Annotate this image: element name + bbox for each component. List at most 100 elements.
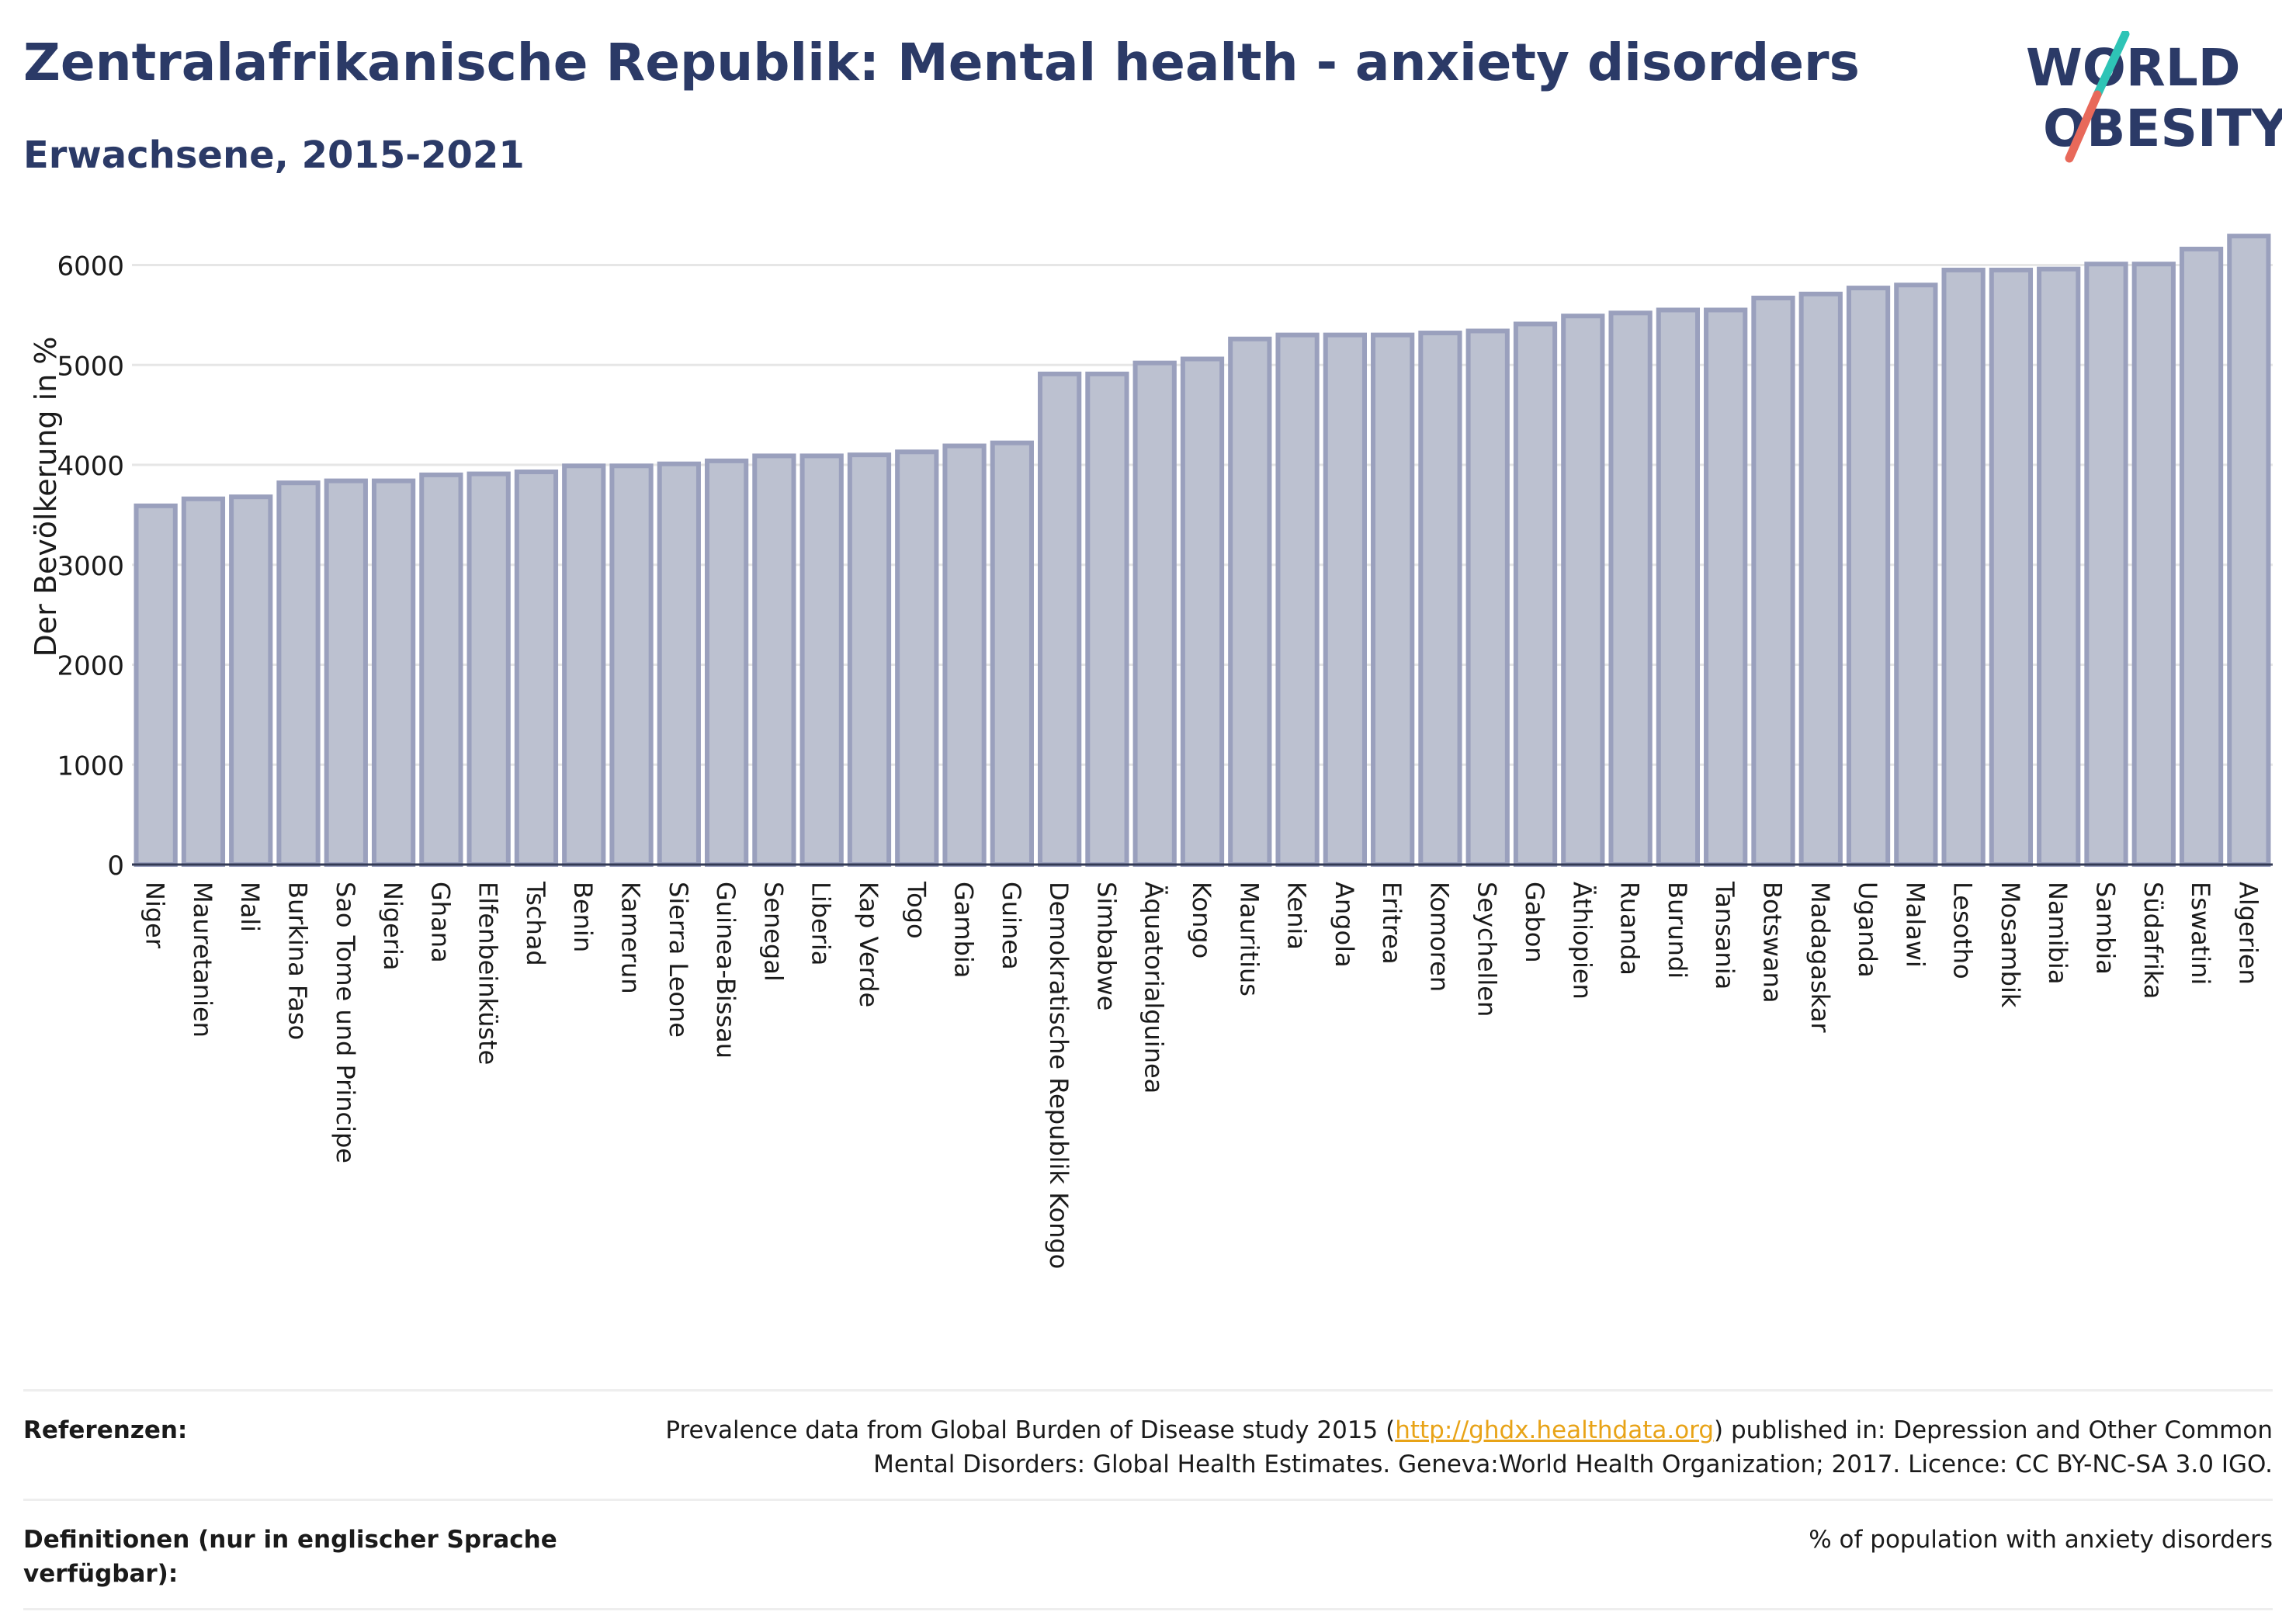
bar[interactable]	[1132, 360, 1177, 867]
bar[interactable]	[752, 453, 796, 867]
bar[interactable]	[466, 471, 511, 868]
x-tick-label: Sambia	[2090, 882, 2120, 975]
x-tick-label: Lesotho	[1948, 882, 1978, 979]
bar[interactable]	[847, 452, 892, 867]
bar[interactable]	[609, 463, 654, 867]
x-tick-label: Nigeria	[378, 882, 408, 970]
bar[interactable]	[1656, 307, 1701, 867]
bar[interactable]	[1704, 307, 1748, 867]
x-tick-label: Togo	[901, 881, 931, 939]
bar[interactable]	[1465, 328, 1510, 868]
world-obesity-logo: WORLD OBESITY	[2026, 31, 2282, 163]
x-tick-label: Guinea-Bissau	[711, 882, 740, 1059]
bar[interactable]	[1608, 310, 1653, 867]
x-tick-label: Ruanda	[1615, 882, 1645, 976]
bar[interactable]	[229, 494, 273, 867]
bar[interactable]	[1941, 267, 1986, 867]
bar[interactable]	[276, 480, 321, 867]
bar[interactable]	[1323, 332, 1367, 867]
bar[interactable]	[324, 478, 368, 867]
x-tick-label: Gambia	[949, 882, 979, 978]
x-tick-label: Liberia	[806, 882, 836, 965]
bar[interactable]	[942, 443, 987, 867]
references-link[interactable]: http://ghdx.healthdata.org	[1395, 1416, 1715, 1444]
x-tick-label: Burundi	[1663, 882, 1692, 979]
y-tick-label: 2000	[57, 651, 124, 682]
bar[interactable]	[419, 472, 463, 867]
x-tick-label: Eswatini	[2186, 882, 2215, 985]
bar[interactable]	[895, 449, 939, 867]
bar[interactable]	[1561, 314, 1605, 868]
x-tick-label: Äthiopien	[1567, 882, 1597, 1000]
x-tick-label: Uganda	[1853, 882, 1882, 978]
bar[interactable]	[1228, 336, 1272, 867]
y-tick-label: 4000	[57, 451, 124, 482]
bar[interactable]	[134, 503, 178, 867]
references-label: Referenzen:	[23, 1416, 188, 1444]
x-tick-label: Burkina Faso	[283, 882, 313, 1040]
x-tick-label: Niger	[140, 882, 170, 949]
x-tick-label: Kamerun	[616, 882, 646, 994]
x-tick-label: Angola	[1330, 882, 1359, 968]
x-tick-label: Botswana	[1757, 882, 1787, 1003]
definitions-text: % of population with anxiety disorders	[1809, 1526, 2273, 1554]
bar[interactable]	[371, 478, 416, 867]
chart-title: Zentralafrikanische Republik: Mental hea…	[23, 33, 1860, 92]
bar[interactable]	[1275, 332, 1320, 867]
bar-chart: 0 1000 2000 3000 4000 5000 6000 Niger Mauretani…	[29, 234, 2273, 1269]
bar[interactable]	[1371, 332, 1415, 867]
bar[interactable]	[181, 496, 226, 868]
x-tick-label: Benin	[568, 882, 598, 952]
bar[interactable]	[1180, 356, 1225, 867]
bar[interactable]	[562, 463, 606, 867]
x-tick-label: Madagaskar	[1805, 882, 1835, 1033]
bar[interactable]	[1894, 282, 1938, 867]
y-tick-label: 5000	[57, 351, 124, 382]
x-tick-label: Mauritius	[1234, 882, 1264, 996]
bar[interactable]	[2179, 246, 2224, 867]
bar[interactable]	[799, 453, 844, 867]
x-tick-label: Kongo	[1187, 882, 1216, 958]
y-tick-label: 3000	[57, 551, 124, 582]
bar[interactable]	[2084, 262, 2128, 867]
x-tick-label: Eritrea	[1377, 882, 1406, 965]
x-tick-label: Ghana	[425, 882, 455, 963]
bar[interactable]	[990, 440, 1034, 867]
definitions-label: Definitionen (nur in englischer Sprache …	[23, 1526, 557, 1588]
bar[interactable]	[2227, 234, 2271, 868]
x-tick-label: Guinea	[997, 882, 1026, 970]
y-tick-label: 1000	[57, 750, 124, 782]
bar[interactable]	[2037, 266, 2081, 867]
logo-slash-teal	[2093, 31, 2130, 99]
bar[interactable]	[1513, 321, 1558, 867]
x-tick-label: Tschad	[521, 881, 550, 966]
y-tick-labels: 0 1000 2000 3000 4000 5000 6000	[57, 251, 124, 882]
x-tick-label: Kenia	[1282, 882, 1312, 950]
x-tick-label: Namibia	[2043, 882, 2072, 984]
x-tick-label: Elfenbeinküste	[473, 882, 503, 1065]
x-tick-label: Seychellen	[1472, 882, 1502, 1017]
bar[interactable]	[1846, 286, 1891, 867]
bar[interactable]	[1418, 331, 1462, 867]
references-row: Referenzen: Prevalence data from Global …	[23, 1389, 2273, 1499]
bar[interactable]	[704, 458, 749, 867]
y-tick-label: 6000	[57, 251, 124, 282]
x-tick-label: Sao Tome und Principe	[331, 882, 360, 1163]
x-tick-label: Komoren	[1424, 882, 1454, 992]
bar[interactable]	[514, 470, 559, 867]
bar[interactable]	[1038, 371, 1082, 867]
bar[interactable]	[1798, 291, 1843, 867]
bar[interactable]	[657, 461, 701, 867]
logo-word-world: WORLD	[2026, 38, 2241, 98]
x-tick-label: Malawi	[1900, 882, 1930, 968]
x-tick-label: Simbabwe	[1091, 882, 1121, 1010]
x-tick-labels: Niger Mauretanien Mali Burkina Faso Sao Tome…	[140, 881, 2263, 1269]
x-tick-label: Südafrika	[2138, 882, 2168, 999]
x-tick-label: Tansania	[1710, 881, 1739, 989]
bar[interactable]	[1989, 267, 2034, 867]
bar[interactable]	[1751, 295, 1795, 867]
bar[interactable]	[1085, 371, 1129, 867]
bar[interactable]	[2131, 262, 2176, 867]
footer: Referenzen: Prevalence data from Global …	[23, 1389, 2273, 1610]
y-axis-label: Der Bevölkerung in %	[29, 337, 63, 657]
